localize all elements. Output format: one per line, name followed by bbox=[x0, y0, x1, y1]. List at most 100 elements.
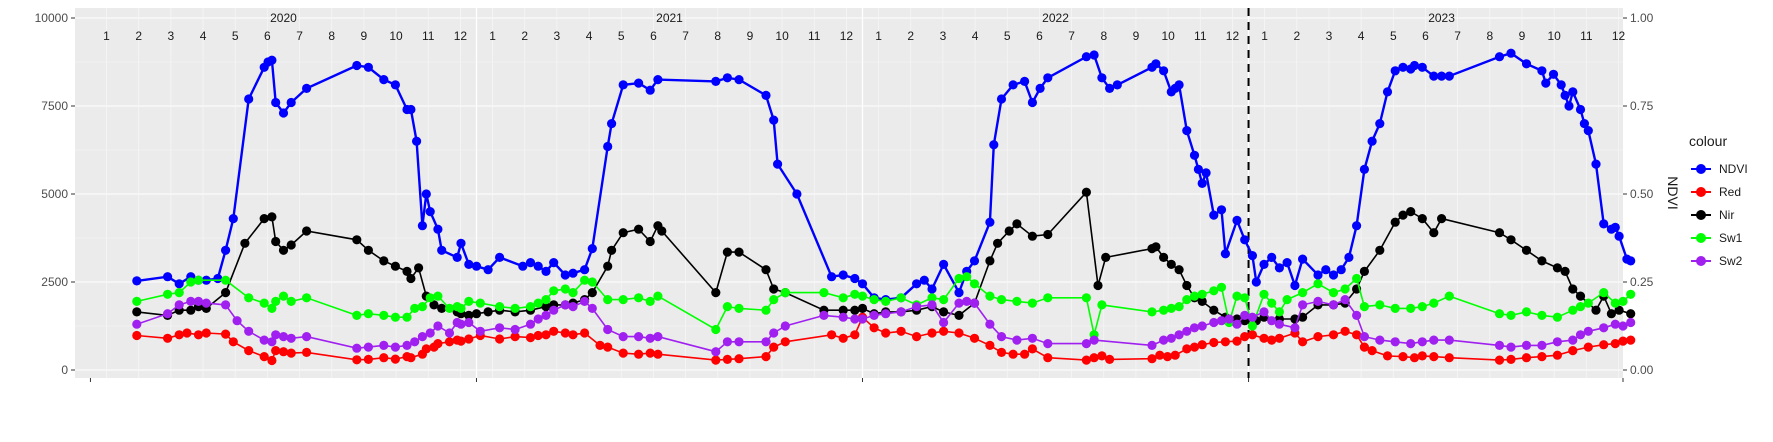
data-point-red bbox=[869, 323, 879, 333]
data-point-ndvi bbox=[518, 261, 528, 271]
data-point-ndvi bbox=[1494, 52, 1505, 62]
data-point-ndvi bbox=[1216, 205, 1227, 215]
data-point-ndvi bbox=[1599, 219, 1609, 229]
legend-item-nir: Nir bbox=[1691, 208, 1734, 222]
data-point-red bbox=[1220, 337, 1230, 347]
data-point-nir bbox=[1417, 214, 1427, 224]
data-point-ndvi bbox=[989, 140, 999, 150]
data-point-ndvi bbox=[163, 272, 173, 282]
data-point-red bbox=[1240, 332, 1250, 342]
data-point-sw2 bbox=[1159, 335, 1169, 345]
data-point-red bbox=[1170, 350, 1180, 360]
data-point-sw1 bbox=[464, 296, 474, 306]
data-point-sw2 bbox=[780, 321, 790, 331]
data-point-sw1 bbox=[1274, 307, 1284, 317]
data-point-sw1 bbox=[1043, 293, 1053, 303]
data-point-sw2 bbox=[549, 305, 559, 315]
data-point-sw2 bbox=[379, 340, 389, 350]
data-point-ndvi bbox=[1564, 101, 1574, 111]
data-point-nir bbox=[259, 214, 269, 224]
data-point-sw1 bbox=[221, 275, 231, 285]
data-point-red bbox=[1027, 344, 1037, 354]
data-point-sw1 bbox=[1583, 298, 1593, 308]
data-point-red bbox=[1105, 354, 1115, 364]
data-point-ndvi bbox=[927, 284, 937, 294]
data-point-sw2 bbox=[1012, 335, 1022, 345]
y2-axis-tick-label: 0.25 bbox=[1630, 275, 1654, 289]
data-point-sw1 bbox=[560, 284, 570, 294]
month-tick-label: 12 bbox=[454, 29, 468, 43]
data-point-sw1 bbox=[163, 289, 173, 299]
month-tick-label: 8 bbox=[714, 29, 721, 43]
data-point-sw1 bbox=[1209, 286, 1219, 296]
data-point-ndvi bbox=[603, 141, 613, 152]
data-point-red bbox=[132, 330, 142, 341]
data-point-sw1 bbox=[456, 303, 466, 313]
data-point-red bbox=[1409, 353, 1420, 363]
data-point-ndvi bbox=[412, 136, 422, 146]
data-point-sw1 bbox=[352, 310, 362, 320]
data-point-sw2 bbox=[363, 342, 373, 352]
data-point-nir bbox=[1591, 305, 1601, 315]
data-point-sw1 bbox=[1182, 295, 1192, 305]
data-point-sw1 bbox=[1247, 321, 1257, 331]
data-point-sw1 bbox=[410, 303, 420, 313]
data-point-red bbox=[1398, 352, 1408, 362]
data-point-sw2 bbox=[761, 337, 771, 347]
data-point-ndvi bbox=[850, 273, 860, 284]
data-point-sw1 bbox=[1027, 298, 1037, 308]
data-point-red bbox=[1382, 351, 1393, 361]
data-point-red bbox=[533, 330, 543, 341]
data-point-red bbox=[1097, 351, 1107, 361]
data-point-red bbox=[244, 346, 254, 356]
data-point-red bbox=[1155, 350, 1165, 360]
data-point-ndvi bbox=[1259, 259, 1269, 269]
year-label: 2023 bbox=[1428, 11, 1455, 25]
data-point-nir bbox=[1298, 312, 1308, 322]
month-tick-label: 1 bbox=[875, 29, 882, 43]
month-tick-label: 3 bbox=[1326, 29, 1333, 43]
data-point-red bbox=[827, 330, 837, 340]
data-point-ndvi bbox=[174, 279, 184, 289]
month-tick-label: 6 bbox=[264, 29, 271, 43]
data-point-sw1 bbox=[533, 298, 543, 308]
data-point-ndvi bbox=[213, 273, 223, 284]
data-point-ndvi bbox=[1105, 83, 1115, 93]
data-point-sw2 bbox=[1359, 332, 1369, 342]
data-point-ndvi bbox=[653, 75, 663, 85]
data-point-nir bbox=[402, 266, 412, 276]
data-point-red bbox=[1568, 346, 1578, 356]
data-point-red bbox=[1020, 349, 1030, 359]
data-point-red bbox=[645, 348, 655, 358]
data-point-sw1 bbox=[985, 291, 995, 301]
data-point-sw2 bbox=[1232, 319, 1242, 329]
data-point-nir bbox=[734, 247, 744, 257]
data-point-nir bbox=[352, 235, 362, 245]
data-point-sw2 bbox=[475, 326, 485, 336]
data-point-sw2 bbox=[1626, 317, 1636, 328]
data-point-nir bbox=[363, 245, 373, 255]
data-point-nir bbox=[1398, 210, 1408, 220]
month-tick-label: 5 bbox=[618, 29, 625, 43]
data-point-ndvi bbox=[244, 94, 254, 104]
data-point-red bbox=[838, 333, 848, 343]
data-point-red bbox=[1359, 342, 1369, 352]
data-point-sw1 bbox=[495, 302, 505, 312]
data-point-sw1 bbox=[1506, 310, 1516, 320]
data-point-red bbox=[1444, 353, 1454, 363]
data-point-ndvi bbox=[363, 62, 373, 72]
data-point-sw1 bbox=[444, 303, 455, 313]
data-point-red bbox=[174, 330, 184, 340]
data-point-sw1 bbox=[425, 293, 435, 303]
data-point-sw2 bbox=[510, 324, 520, 335]
data-point-sw1 bbox=[1599, 288, 1609, 298]
data-point-sw1 bbox=[1159, 305, 1169, 315]
data-point-red bbox=[1313, 332, 1323, 342]
data-point-sw2 bbox=[1027, 333, 1037, 343]
month-tick-label: 6 bbox=[650, 29, 657, 43]
data-point-ndvi bbox=[1579, 119, 1589, 129]
data-point-ndvi bbox=[1382, 87, 1393, 97]
y2-axis-tick-label: 0.75 bbox=[1630, 99, 1654, 113]
data-point-ndvi bbox=[1344, 252, 1354, 262]
data-point-nir bbox=[1166, 259, 1176, 269]
